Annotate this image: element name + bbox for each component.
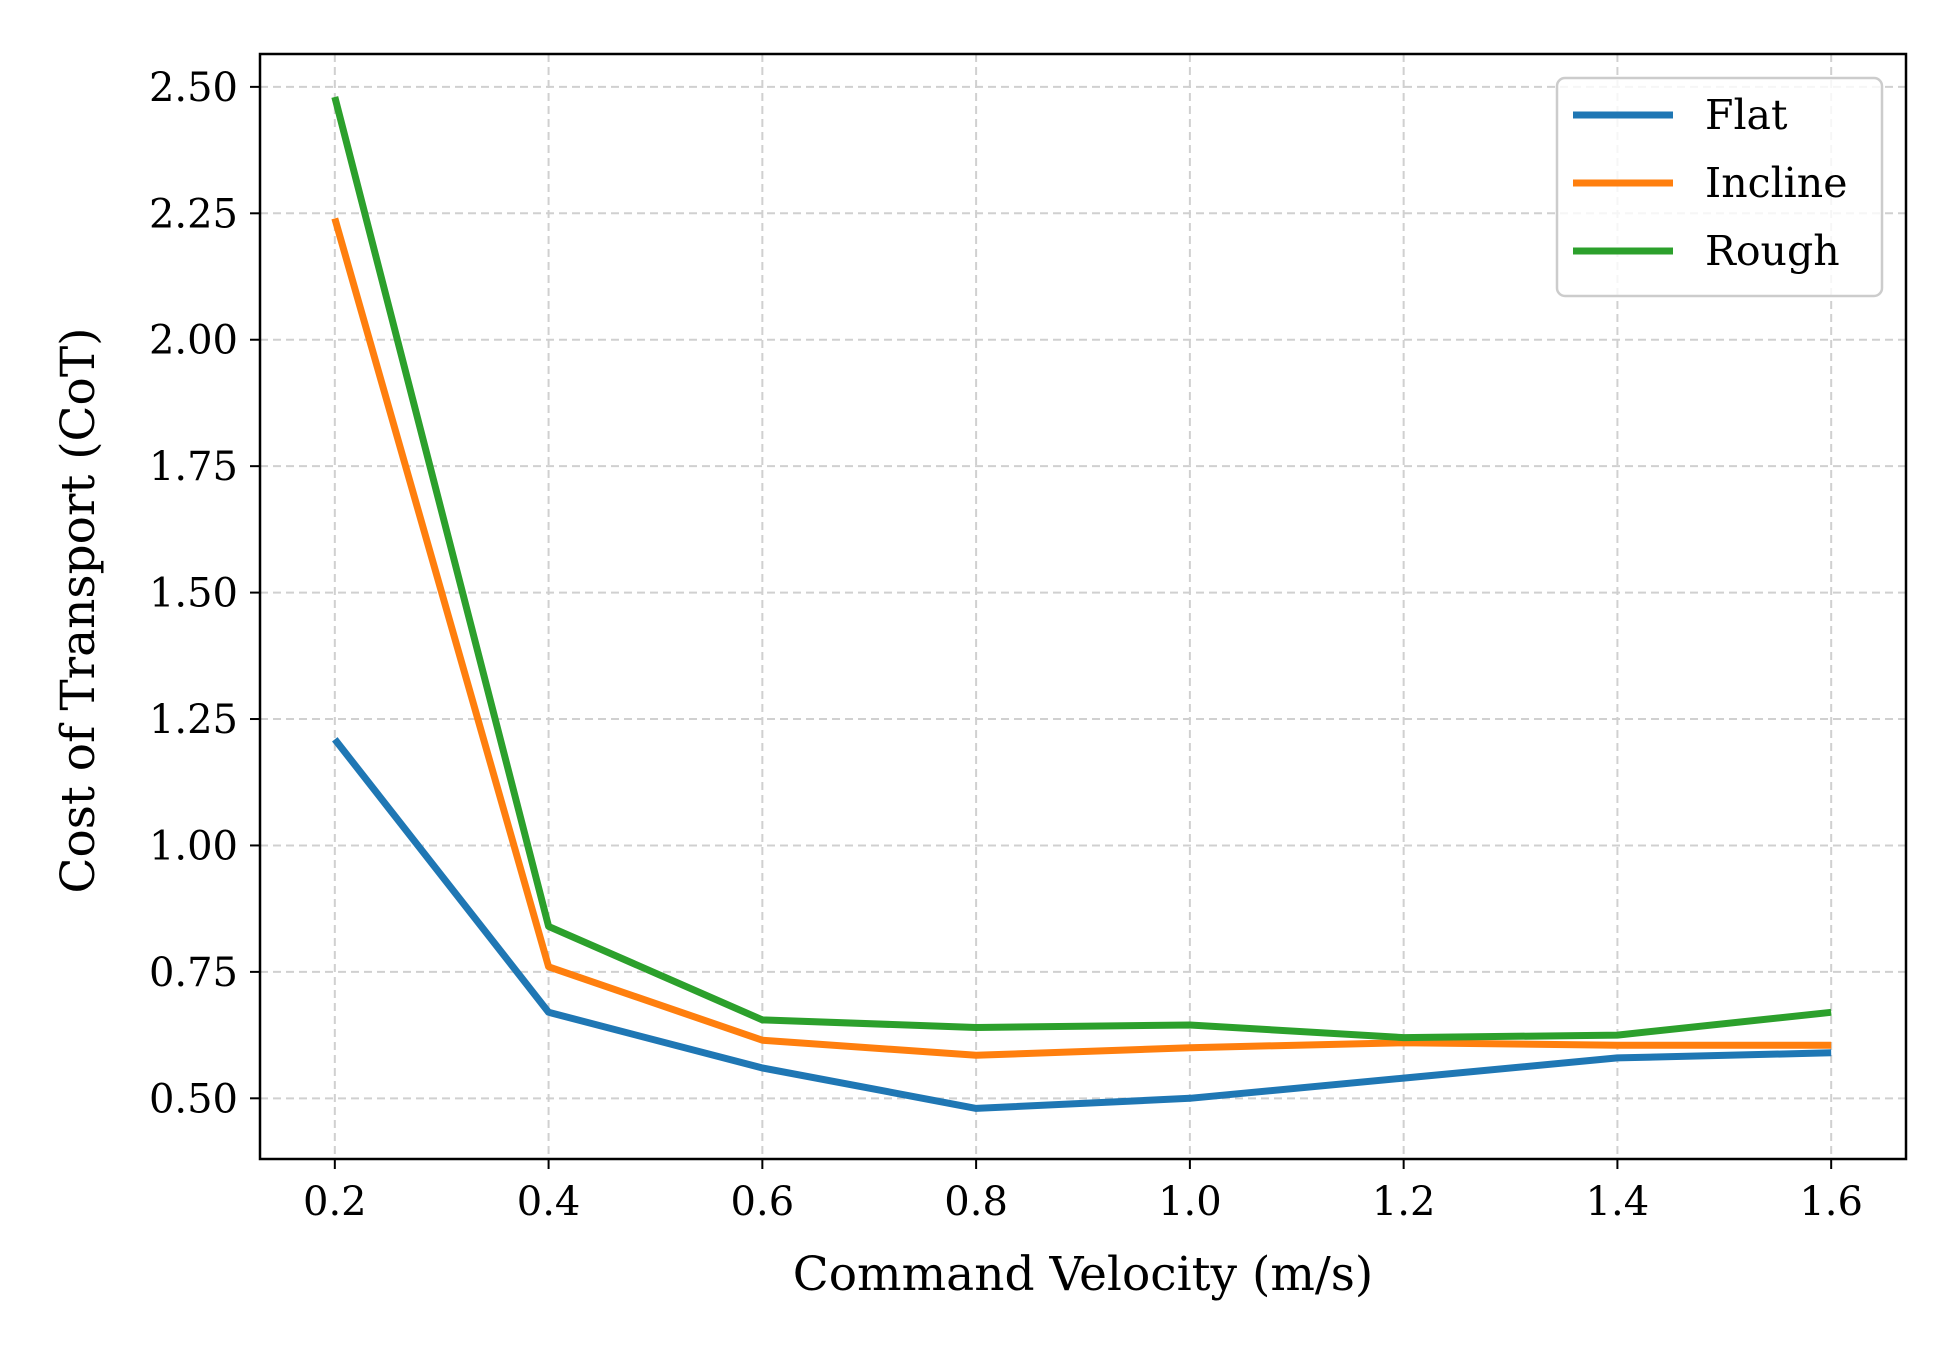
y-tick-label: 2.00 [149, 318, 238, 364]
x-tick-label: 0.6 [731, 1179, 795, 1225]
x-tick-label: 0.2 [303, 1179, 367, 1225]
y-tick-label: 0.75 [149, 950, 238, 996]
series-line-rough [331, 96, 1832, 1042]
grid-lines [260, 54, 1906, 1159]
y-tick-label: 0.50 [149, 1076, 238, 1122]
x-tick-label: 0.8 [944, 1179, 1008, 1225]
x-tick-label: 1.2 [1372, 1179, 1436, 1225]
x-tick-label: 0.4 [517, 1179, 581, 1225]
legend: Flat Incline Rough [1555, 76, 1884, 298]
x-tick-label: 1.4 [1586, 1179, 1650, 1225]
x-tick-label: 1.6 [1799, 1179, 1863, 1225]
legend-label-rough: Rough [1705, 227, 1840, 275]
y-tick-label: 1.00 [149, 823, 238, 869]
y-tick-label: 2.25 [149, 191, 238, 237]
y-tick-label: 1.25 [149, 697, 238, 743]
x-axis-ticks: 0.2 0.4 0.6 0.8 1.0 1.2 1.4 1.6 [303, 1159, 1863, 1225]
series-line-flat [332, 737, 1832, 1112]
legend-box [1555, 76, 1884, 298]
series-lines [331, 96, 1832, 1112]
legend-label-flat: Flat [1705, 91, 1788, 139]
x-axis-label: Command Velocity (m/s) [793, 1247, 1373, 1302]
y-axis-ticks: 0.50 0.75 1.00 1.25 1.50 1.75 2.00 2.25 2.50 [149, 65, 260, 1122]
plot-area-frame [258, 52, 1908, 1161]
series-line-incline [331, 217, 1832, 1059]
legend-label-incline: Incline [1705, 159, 1847, 207]
x-tick-label: 1.0 [1158, 1179, 1222, 1225]
y-tick-label: 1.50 [149, 571, 238, 617]
y-tick-label: 2.50 [149, 65, 238, 111]
y-tick-label: 1.75 [149, 444, 238, 490]
y-axis-label: Cost of Transport (CoT) [51, 327, 106, 893]
